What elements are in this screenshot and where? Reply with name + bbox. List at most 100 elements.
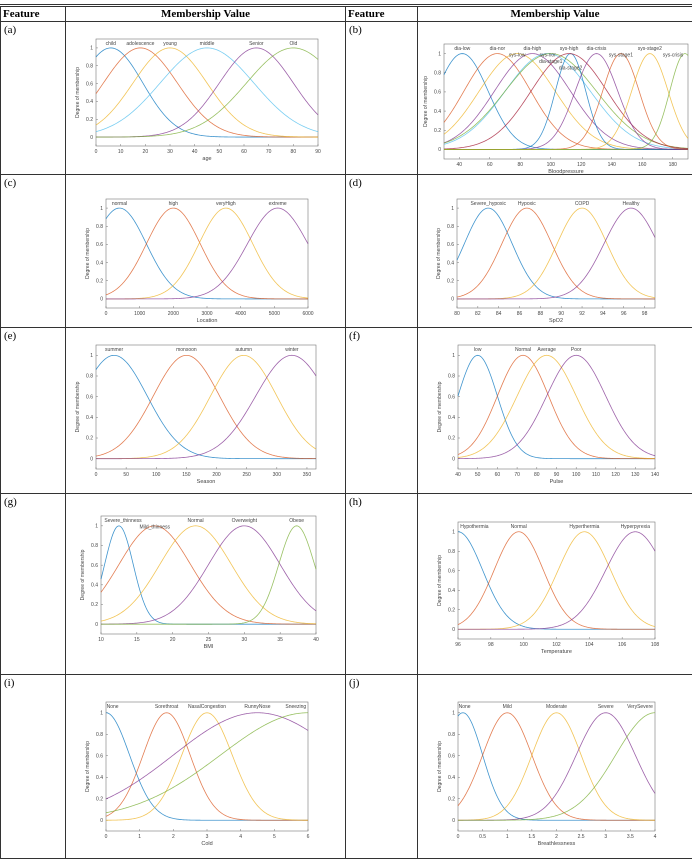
- plot-area: [458, 702, 655, 831]
- header-row: Feature Membership Value Feature Members…: [1, 6, 692, 22]
- y-tick-label: 0.2: [447, 278, 454, 284]
- header-membership: Membership Value: [418, 6, 692, 22]
- series-label: sys-crisis: [663, 53, 684, 59]
- series-label: extreme: [269, 201, 287, 207]
- y-tick-label: 1: [90, 46, 93, 52]
- plot-area: [106, 702, 308, 831]
- x-axis-label: Temperature: [541, 649, 572, 655]
- x-tick-label: 96: [455, 642, 461, 648]
- x-axis-label: SpO2: [549, 318, 563, 324]
- y-tick-label: 0.8: [86, 374, 93, 380]
- y-tick-label: 1: [100, 710, 103, 716]
- y-tick-label: 0: [95, 622, 98, 628]
- y-tick-label: 1: [452, 710, 455, 716]
- y-tick-label: 0: [90, 456, 93, 462]
- x-tick-label: 0: [105, 834, 108, 840]
- feature-label: (e): [4, 330, 16, 342]
- x-tick-label: 180: [669, 162, 678, 168]
- x-tick-label: 3: [206, 834, 209, 840]
- y-tick-label: 0: [100, 818, 103, 824]
- y-axis-label: Degree of membership: [80, 549, 86, 600]
- x-tick-label: 94: [600, 311, 606, 317]
- y-tick-label: 1: [452, 353, 455, 359]
- x-tick-label: 2000: [168, 311, 179, 317]
- y-tick-label: 0.8: [86, 63, 93, 69]
- y-tick-label: 0.8: [448, 549, 455, 555]
- y-tick-label: 0: [90, 135, 93, 141]
- series-label: Mild_thinness: [139, 525, 170, 531]
- x-tick-label: 140: [608, 162, 617, 168]
- y-tick-label: 0.2: [91, 602, 98, 608]
- x-tick-label: 150: [182, 472, 191, 478]
- series-label: dia-stage2: [559, 66, 583, 72]
- x-axis-label: Location: [197, 318, 218, 324]
- y-tick-label: 0.4: [447, 260, 454, 266]
- x-tick-label: 4: [654, 834, 657, 840]
- plot-area: [101, 516, 316, 634]
- x-tick-label: 140: [651, 472, 660, 478]
- y-tick-label: 0.2: [96, 278, 103, 284]
- x-tick-label: 84: [496, 311, 502, 317]
- y-axis-label: Degree of membership: [436, 228, 442, 279]
- y-tick-label: 0.4: [96, 260, 103, 266]
- y-axis-label: Degree of membership: [85, 741, 91, 792]
- x-tick-label: 0: [95, 472, 98, 478]
- feature-label: (f): [349, 330, 360, 342]
- series-label: veryHigh: [216, 201, 236, 207]
- series-label: summer: [105, 347, 123, 353]
- plot-area: [444, 44, 688, 159]
- x-tick-label: 70: [266, 149, 272, 155]
- y-tick-label: 0.8: [434, 70, 441, 76]
- x-tick-label: 5: [273, 834, 276, 840]
- x-tick-label: 40: [455, 472, 461, 478]
- x-tick-label: 40: [313, 637, 319, 643]
- series-label: Mild: [503, 704, 512, 710]
- y-tick-label: 1: [438, 51, 441, 57]
- x-tick-label: 2.5: [578, 834, 585, 840]
- series-label: dia-nor: [490, 46, 506, 52]
- feature-label: (g): [4, 496, 17, 508]
- y-tick-label: 0.6: [86, 394, 93, 400]
- y-tick-label: 0.6: [434, 90, 441, 96]
- x-axis-label: Cold: [201, 841, 212, 847]
- series-label: Average: [537, 347, 556, 353]
- x-tick-label: 0.5: [479, 834, 486, 840]
- y-tick-label: 0.6: [91, 563, 98, 569]
- series-label: Normal: [515, 347, 531, 353]
- y-tick-label: 0.8: [448, 374, 455, 380]
- y-axis-label: Degree of membership: [85, 228, 91, 279]
- x-tick-label: 40: [192, 149, 198, 155]
- series-label: Healthy: [623, 201, 640, 207]
- series-label: Senior: [249, 41, 264, 47]
- y-tick-label: 0.6: [448, 394, 455, 400]
- x-tick-label: 2: [172, 834, 175, 840]
- y-tick-label: 1: [95, 524, 98, 530]
- y-tick-label: 0.4: [96, 775, 103, 781]
- feature-label: (a): [4, 24, 16, 36]
- x-tick-label: 60: [487, 162, 493, 168]
- y-tick-label: 0.8: [96, 732, 103, 738]
- x-tick-label: 120: [577, 162, 586, 168]
- x-tick-label: 80: [517, 162, 523, 168]
- feature-cell: (b): [346, 22, 418, 175]
- feature-label: (b): [349, 24, 362, 36]
- y-tick-label: 0.6: [447, 242, 454, 248]
- feature-label: (d): [349, 177, 362, 189]
- y-tick-label: 0.2: [448, 607, 455, 613]
- series-label: sys-high: [560, 46, 579, 52]
- series-label: Severe: [598, 704, 614, 710]
- x-tick-label: 30: [242, 637, 248, 643]
- x-tick-label: 6000: [302, 311, 313, 317]
- y-tick-label: 1: [100, 206, 103, 212]
- series-label: Moderate: [546, 704, 567, 710]
- y-tick-label: 0.6: [96, 242, 103, 248]
- x-tick-label: 86: [517, 311, 523, 317]
- y-tick-label: 0.2: [86, 117, 93, 123]
